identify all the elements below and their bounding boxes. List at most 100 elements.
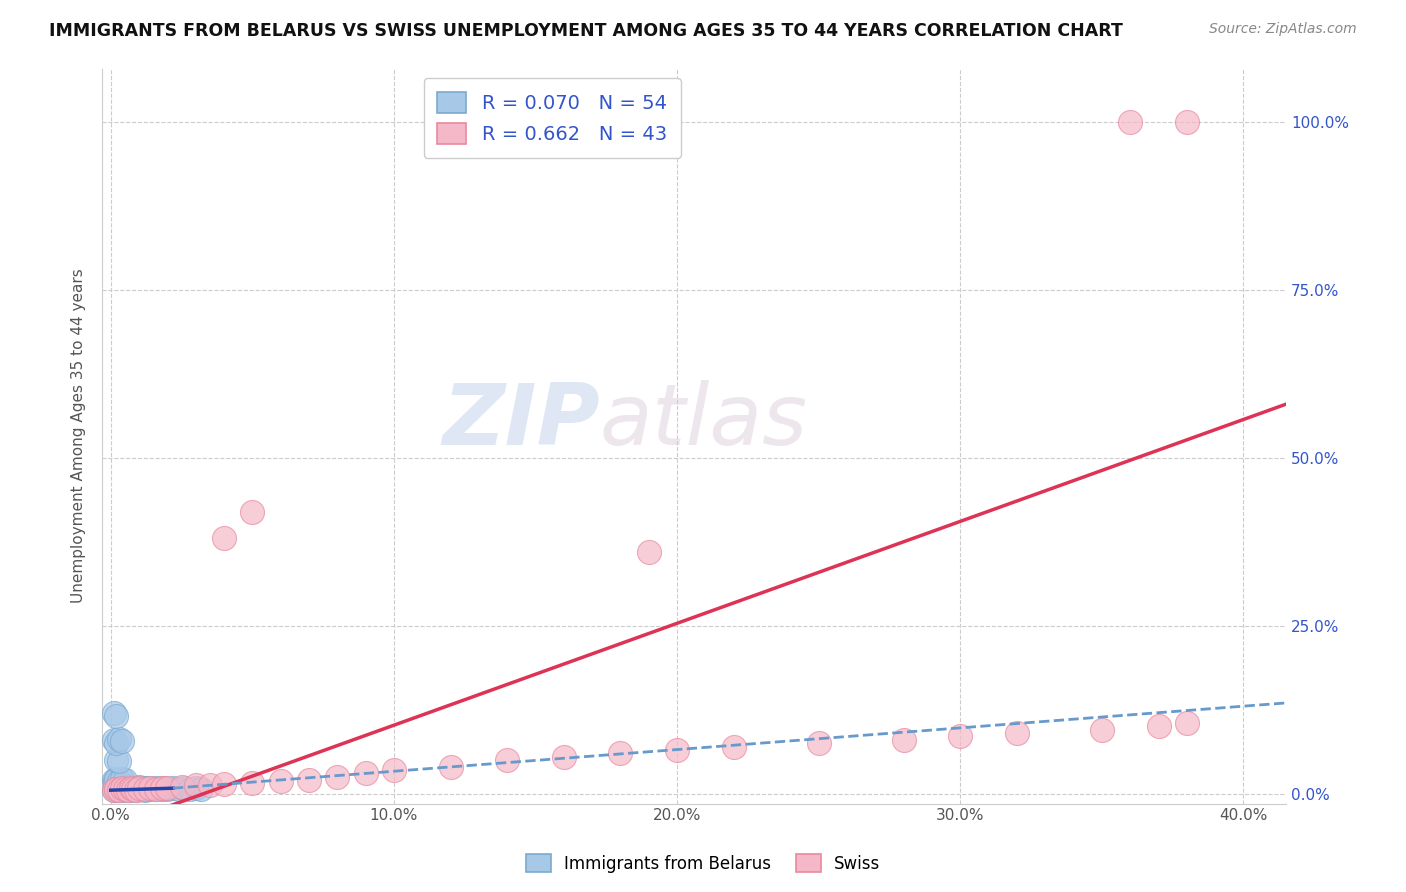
Point — [807, 736, 830, 750]
Point — [131, 781, 153, 796]
Point — [114, 782, 136, 797]
Point — [125, 782, 148, 797]
Point — [105, 753, 128, 767]
Point — [120, 782, 142, 797]
Point — [150, 781, 173, 796]
Text: IMMIGRANTS FROM BELARUS VS SWISS UNEMPLOYMENT AMONG AGES 35 TO 44 YEARS CORRELAT: IMMIGRANTS FROM BELARUS VS SWISS UNEMPLO… — [49, 22, 1123, 40]
Point — [104, 781, 127, 796]
Y-axis label: Unemployment Among Ages 35 to 44 years: Unemployment Among Ages 35 to 44 years — [72, 268, 86, 604]
Point — [162, 781, 184, 796]
Point — [105, 780, 128, 794]
Point — [105, 772, 128, 786]
Point — [108, 731, 131, 746]
Point — [184, 779, 207, 793]
Point — [184, 781, 207, 796]
Point — [148, 781, 170, 796]
Point — [103, 732, 125, 747]
Point — [128, 780, 150, 794]
Legend: Immigrants from Belarus, Swiss: Immigrants from Belarus, Swiss — [519, 847, 887, 880]
Point — [637, 545, 659, 559]
Point — [103, 783, 125, 797]
Point — [1119, 115, 1142, 129]
Point — [114, 773, 136, 788]
Point — [153, 781, 176, 796]
Point — [326, 770, 349, 784]
Legend: R = 0.070   N = 54, R = 0.662   N = 43: R = 0.070 N = 54, R = 0.662 N = 43 — [423, 78, 681, 158]
Point — [111, 734, 134, 748]
Point — [120, 781, 142, 796]
Point — [105, 782, 128, 797]
Point — [134, 781, 156, 796]
Point — [112, 781, 135, 796]
Point — [108, 783, 131, 797]
Point — [105, 781, 128, 796]
Point — [103, 783, 125, 797]
Point — [134, 781, 156, 796]
Text: Source: ZipAtlas.com: Source: ZipAtlas.com — [1209, 22, 1357, 37]
Point — [111, 780, 134, 794]
Point — [114, 780, 136, 795]
Point — [156, 781, 179, 796]
Point — [553, 749, 575, 764]
Point — [117, 779, 139, 793]
Point — [666, 743, 689, 757]
Point — [122, 781, 145, 796]
Point — [893, 732, 915, 747]
Text: atlas: atlas — [599, 380, 807, 463]
Point — [609, 746, 631, 760]
Point — [111, 782, 134, 797]
Point — [145, 781, 167, 796]
Point — [240, 776, 263, 790]
Point — [139, 781, 162, 796]
Point — [173, 781, 195, 796]
Text: ZIP: ZIP — [441, 380, 599, 463]
Point — [111, 772, 134, 787]
Point — [240, 505, 263, 519]
Point — [179, 781, 201, 796]
Point — [212, 532, 235, 546]
Point — [128, 781, 150, 796]
Point — [382, 763, 405, 777]
Point — [125, 781, 148, 796]
Point — [270, 774, 292, 789]
Point — [120, 781, 142, 796]
Point — [949, 730, 972, 744]
Point — [139, 781, 162, 796]
Point — [103, 706, 125, 720]
Point — [128, 781, 150, 796]
Point — [439, 760, 461, 774]
Point — [110, 781, 132, 796]
Point — [107, 781, 129, 796]
Point — [134, 782, 156, 797]
Point — [145, 781, 167, 796]
Point — [105, 736, 128, 750]
Point — [170, 780, 193, 794]
Point — [117, 782, 139, 797]
Point — [136, 781, 159, 796]
Point — [114, 781, 136, 796]
Point — [1005, 726, 1028, 740]
Point — [156, 780, 179, 795]
Point — [105, 709, 128, 723]
Point — [1091, 723, 1114, 737]
Point — [117, 781, 139, 796]
Point — [111, 781, 134, 796]
Point — [125, 782, 148, 797]
Point — [496, 753, 519, 767]
Point — [298, 773, 321, 788]
Point — [108, 780, 131, 795]
Point — [108, 773, 131, 788]
Point — [1175, 115, 1198, 129]
Point — [723, 739, 745, 754]
Point — [354, 766, 377, 780]
Point — [1147, 719, 1170, 733]
Point — [142, 781, 165, 796]
Point — [108, 755, 131, 769]
Point — [104, 774, 127, 789]
Point — [167, 781, 190, 796]
Point — [212, 777, 235, 791]
Point — [122, 780, 145, 795]
Point — [198, 778, 221, 792]
Point — [150, 781, 173, 796]
Point — [103, 773, 125, 788]
